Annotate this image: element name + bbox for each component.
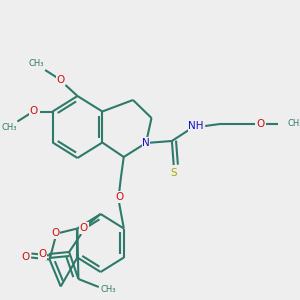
Text: O: O [29,106,37,116]
Text: O: O [256,119,265,129]
Text: S: S [170,168,177,178]
Text: CH₃: CH₃ [2,123,17,132]
Text: CH₃: CH₃ [100,284,116,293]
Text: O: O [21,253,30,262]
Text: CH₃: CH₃ [29,59,44,68]
Text: O: O [57,75,65,85]
Text: O: O [80,223,88,233]
Text: O: O [115,192,123,202]
Text: N: N [142,138,150,148]
Text: O: O [51,229,59,238]
Text: CH₃: CH₃ [287,119,300,128]
Text: O: O [38,249,46,259]
Text: NH: NH [188,121,204,131]
